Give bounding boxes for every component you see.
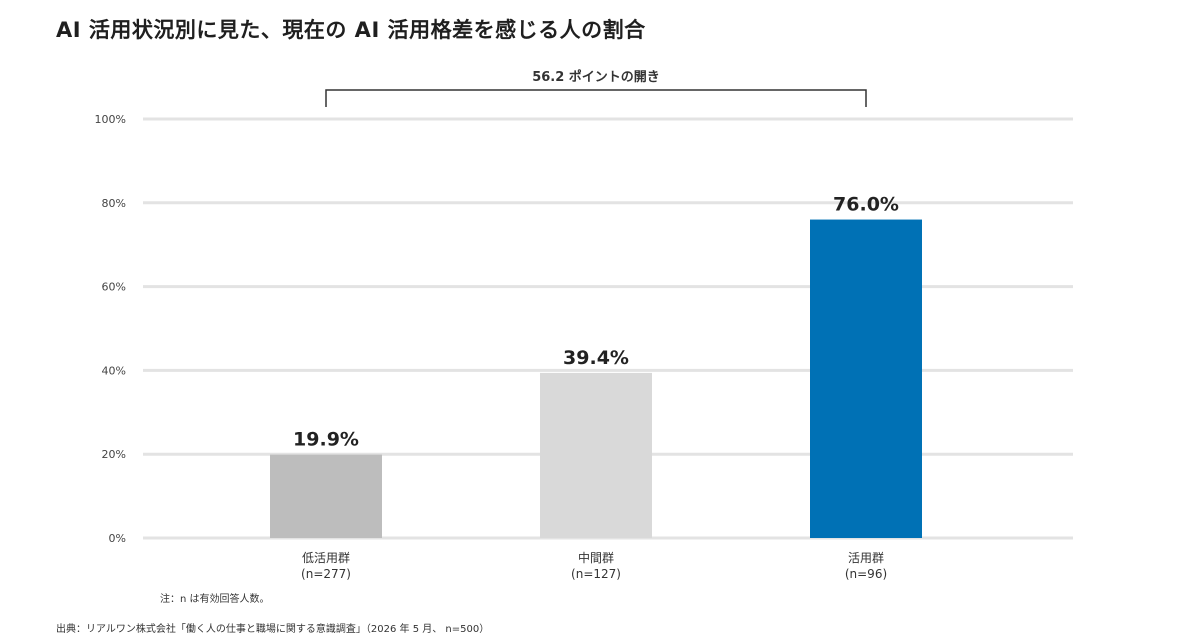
- bar-2: [540, 372, 652, 538]
- data-label-3: 76.0%: [833, 194, 899, 216]
- chart-title: AI 活用状況別に見た、現在の AI 活用格差を感じる人の割合: [56, 18, 646, 42]
- bar-3: [810, 219, 922, 538]
- y-tick-label-20: 20%: [102, 448, 126, 461]
- category-n-label-1: (n=277): [301, 567, 351, 581]
- y-tick-label-80: 80%: [102, 197, 126, 210]
- y-tick-label-60: 60%: [102, 281, 126, 294]
- bar-1: [270, 454, 382, 538]
- y-tick-label-100: 100%: [95, 113, 126, 126]
- category-n-label-3: (n=96): [845, 567, 887, 581]
- data-label-1: 19.9%: [293, 429, 359, 451]
- gap-annotation: 56.2 ポイントの開き: [532, 69, 660, 85]
- y-tick-label-0: 0%: [109, 532, 126, 545]
- footnote-note: 注：n は有効回答人数。: [160, 594, 270, 605]
- category-label-2: 中間群: [578, 550, 614, 565]
- category-n-label-2: (n=127): [571, 567, 621, 581]
- y-tick-label-40: 40%: [102, 364, 126, 377]
- category-label-1: 低活用群: [302, 551, 350, 565]
- category-label-3: 活用群: [848, 551, 884, 565]
- footnote-source: 出典：リアルワン株式会社「働く人の仕事と職場に関する意識調査」（2026 年 5…: [56, 624, 490, 635]
- gap-bracket: [325, 89, 867, 107]
- data-label-2: 39.4%: [563, 347, 629, 369]
